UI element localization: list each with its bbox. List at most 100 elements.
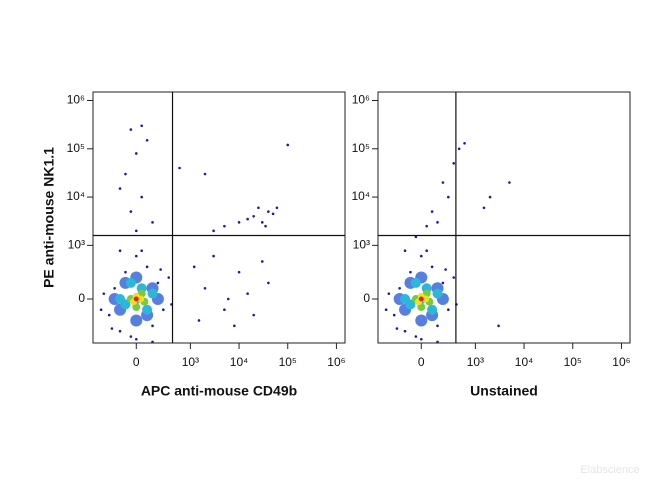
event-dot [436, 340, 439, 344]
event-dot [452, 162, 456, 165]
event-dot [418, 296, 424, 302]
event-dot [145, 138, 149, 142]
event-dot [392, 313, 396, 317]
event-dot [99, 308, 103, 312]
event-dot [133, 296, 139, 302]
event-dot [197, 319, 201, 322]
event-dot [125, 277, 136, 288]
event-dot [159, 268, 162, 271]
event-dot [444, 268, 447, 271]
event-dot [260, 221, 264, 224]
event-dot [457, 147, 461, 151]
x-axis-title: Unstained [470, 383, 538, 399]
event-dot [223, 224, 226, 228]
event-dot [264, 224, 267, 228]
event-dot [151, 340, 154, 344]
event-dot [419, 254, 423, 258]
y-tick-label: 0 [363, 291, 370, 305]
event-dot [129, 335, 133, 338]
event-dot [419, 337, 423, 341]
event-dot [497, 324, 500, 328]
event-dot [267, 281, 270, 285]
x-tick-label: 10³ [182, 355, 199, 369]
event-dot [130, 314, 143, 327]
event-dot [441, 181, 445, 184]
y-tick-label: 10⁶ [352, 93, 370, 107]
event-dot [129, 128, 133, 131]
event-dot [124, 172, 127, 176]
event-dot [113, 286, 116, 290]
y-tick-label: 10⁴ [66, 189, 85, 203]
event-dot [137, 295, 145, 303]
event-dot [436, 221, 439, 224]
event-dot [151, 324, 154, 328]
plot-frame [92, 91, 346, 344]
event-dot [124, 270, 127, 274]
event-dot [275, 206, 279, 210]
watermark: Elabscience [580, 464, 639, 476]
event-dot [508, 181, 511, 184]
event-dot [203, 172, 207, 176]
event-dot [414, 335, 418, 338]
event-dot [432, 288, 443, 299]
event-dot [409, 270, 412, 274]
event-dot [162, 308, 165, 312]
event-dot [246, 217, 249, 221]
x-axis-title: APC anti-mouse CD49b [141, 383, 297, 399]
event-dot [134, 152, 138, 155]
event-dot [252, 313, 256, 317]
event-dot [226, 297, 230, 301]
event-dot [398, 286, 401, 290]
event-dot [212, 229, 215, 233]
event-dot [223, 308, 226, 312]
event-dot [212, 254, 215, 258]
x-tick-label: 0 [418, 355, 425, 369]
event-dot [257, 206, 260, 210]
x-tick-label: 10⁶ [612, 355, 630, 369]
event-dot [151, 221, 154, 224]
y-tick-label: 10⁴ [351, 189, 370, 203]
event-dot [252, 214, 256, 218]
event-dot [134, 254, 138, 258]
y-tick-label: 10⁵ [67, 141, 85, 155]
event-dot [425, 224, 428, 228]
event-dot [192, 265, 196, 269]
event-dot [140, 249, 143, 253]
event-dot [115, 294, 126, 305]
event-dot [427, 304, 438, 315]
event-dot [430, 265, 434, 269]
event-dot [463, 141, 466, 145]
event-dot [410, 277, 421, 288]
event-dot [134, 229, 138, 233]
y-tick-label: 0 [78, 291, 85, 305]
x-tick-label: 10⁵ [564, 355, 582, 369]
event-dot [129, 210, 133, 213]
x-tick-label: 10³ [467, 355, 484, 369]
event-dot [237, 270, 241, 274]
event-dot [145, 265, 149, 269]
event-dot [403, 329, 407, 333]
event-dot [436, 324, 439, 328]
event-dot [395, 327, 399, 330]
event-dot [430, 210, 434, 213]
y-tick-label: 10³ [353, 238, 370, 252]
event-dot [271, 212, 275, 216]
event-dot [147, 288, 158, 299]
event-dot [384, 308, 388, 312]
event-dot [178, 166, 181, 170]
plot-frame [377, 91, 631, 344]
event-dot [267, 210, 270, 213]
event-dot [286, 143, 290, 147]
event-dot [237, 221, 241, 224]
event-dot [203, 286, 207, 290]
event-dot [140, 195, 143, 199]
event-dot [142, 304, 153, 315]
event-dot [414, 235, 418, 239]
event-dot [403, 249, 407, 253]
event-dot [167, 276, 171, 279]
event-dot [134, 337, 138, 341]
event-dot [102, 292, 106, 295]
event-dot [118, 187, 122, 190]
event-dot [233, 324, 236, 328]
